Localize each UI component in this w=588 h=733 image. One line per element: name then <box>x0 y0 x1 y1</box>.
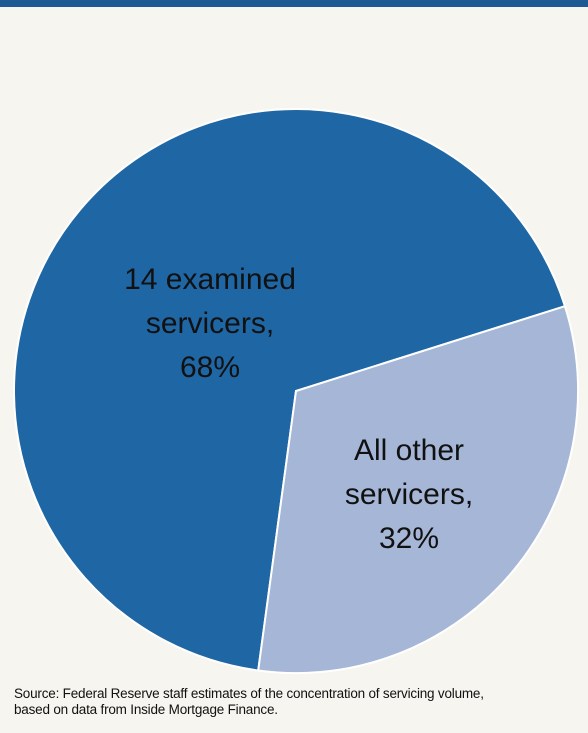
source-line-1: Source: Federal Reserve staff estimates … <box>14 686 484 701</box>
pie-slice-label-line: All other <box>354 434 464 467</box>
pie-slice-label-line: servicers, <box>345 478 473 511</box>
pie-slice-label-2: All other servicers, 32% <box>345 434 473 555</box>
pie-slice-label-line: 68% <box>180 351 240 384</box>
pie-slice-1 <box>13 108 567 672</box>
top-accent-bar <box>0 0 588 7</box>
source-note: Source: Federal Reserve staff estimates … <box>14 686 579 718</box>
source-line-2: based on data from Inside Mortgage Finan… <box>14 702 278 717</box>
pie-slice-label-line: 32% <box>379 522 439 555</box>
pie-chart: 14 examined servicers, 68% All other service… <box>13 108 579 674</box>
pie-slice-label-1: 14 examined servicers, 68% <box>124 263 296 384</box>
pie-slice-label-line: 14 examined <box>124 263 296 296</box>
pie-slice-label-line: servicers, <box>146 307 274 340</box>
pie-slice-2 <box>257 304 579 674</box>
